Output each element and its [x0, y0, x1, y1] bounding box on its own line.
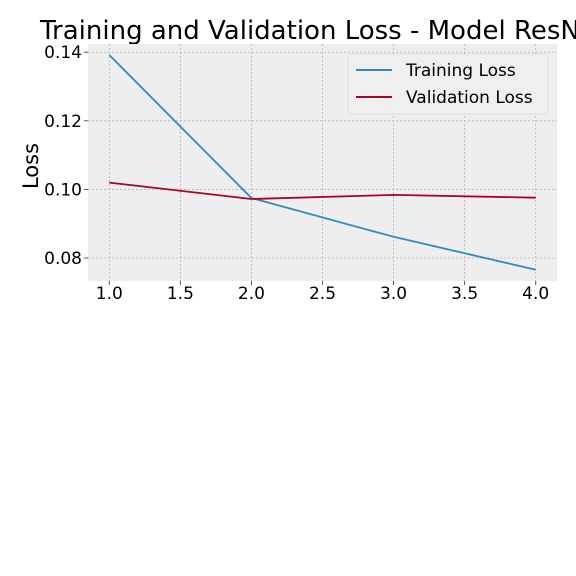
x-tick-label: 2.0	[238, 284, 265, 304]
y-tick-label: 0.14	[44, 43, 82, 63]
chart-title: Training and Validation Loss - Model Res…	[39, 16, 576, 46]
x-tick-label: 3.5	[451, 284, 478, 304]
x-tick-label: 1.0	[96, 284, 123, 304]
legend-label-training-loss: Training Loss	[405, 61, 516, 81]
x-tick-label: 4.0	[522, 284, 549, 304]
x-tick-label: 3.0	[380, 284, 407, 304]
y-tick-label: 0.08	[44, 249, 82, 269]
y-tick-label: 0.10	[44, 180, 82, 200]
x-tick-label: 1.5	[167, 284, 194, 304]
x-tick-label: 2.5	[309, 284, 336, 304]
y-axis-label: Loss	[19, 143, 43, 189]
legend: Training Loss Validation Loss	[348, 54, 548, 114]
legend-label-validation-loss: Validation Loss	[406, 88, 533, 108]
y-tick-label: 0.12	[44, 112, 82, 132]
